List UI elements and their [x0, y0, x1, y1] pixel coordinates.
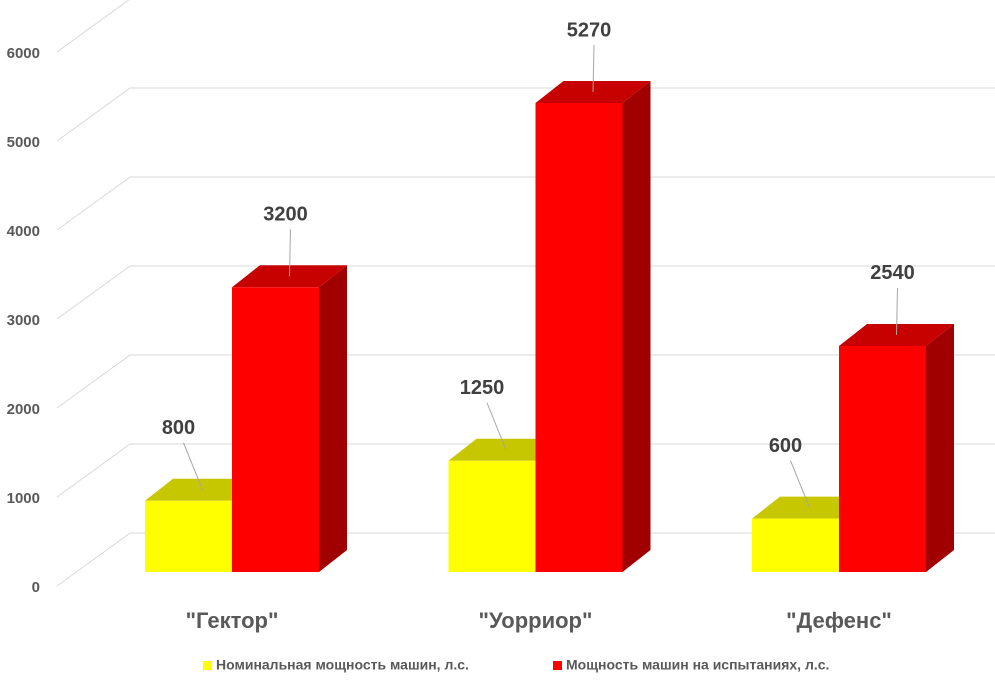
bar-face: [752, 518, 839, 572]
value-label: 1250: [460, 377, 505, 399]
grid-line: [56, 532, 995, 587]
bar-face: [839, 345, 926, 572]
grid-line: [56, 443, 995, 498]
value-label: 5270: [567, 19, 612, 41]
bar-face: [926, 323, 954, 572]
grid-line: [56, 87, 995, 142]
bar-face: [622, 80, 651, 572]
value-label: 2540: [870, 262, 915, 284]
y-tick-label: 5000: [7, 134, 40, 151]
grid-line: [56, 354, 995, 409]
grid-line: [56, 265, 995, 320]
leader-line: [896, 287, 898, 335]
legend-label: Номинальная мощность машин, л.с.: [216, 657, 469, 673]
x-tick-label: "Уорриор": [479, 608, 593, 633]
bar: [535, 80, 651, 572]
x-tick-label: "Гектор": [186, 608, 279, 633]
value-label: 800: [162, 417, 195, 439]
value-label: 3200: [263, 203, 308, 225]
y-tick-label: 2000: [7, 401, 40, 418]
grid-line: [56, 0, 130, 53]
grid-line: [56, 176, 995, 231]
bar: [232, 265, 347, 572]
value-label: 600: [769, 435, 802, 457]
bar-face: [448, 460, 536, 572]
y-tick-label: 1000: [7, 490, 40, 507]
leader-line: [790, 460, 810, 508]
leader-line: [592, 44, 595, 92]
y-tick-label: 4000: [7, 223, 40, 240]
y-tick-label: 0: [32, 579, 40, 596]
leader-line: [183, 442, 203, 490]
y-tick-label: 6000: [7, 45, 40, 62]
bar: [839, 323, 954, 572]
bar-face: [232, 287, 319, 572]
leader-line: [486, 402, 507, 450]
leader-line: [289, 229, 291, 277]
legend-label: Мощность машин на испытаниях, л.с.: [566, 657, 829, 673]
y-tick-label: 3000: [7, 312, 40, 329]
legend-swatch: [553, 661, 562, 670]
bar-face: [535, 102, 623, 572]
legend-swatch: [203, 661, 212, 670]
bar-face: [145, 500, 232, 572]
x-tick-label: "Дефенс": [786, 608, 892, 633]
bar-face: [319, 265, 347, 572]
